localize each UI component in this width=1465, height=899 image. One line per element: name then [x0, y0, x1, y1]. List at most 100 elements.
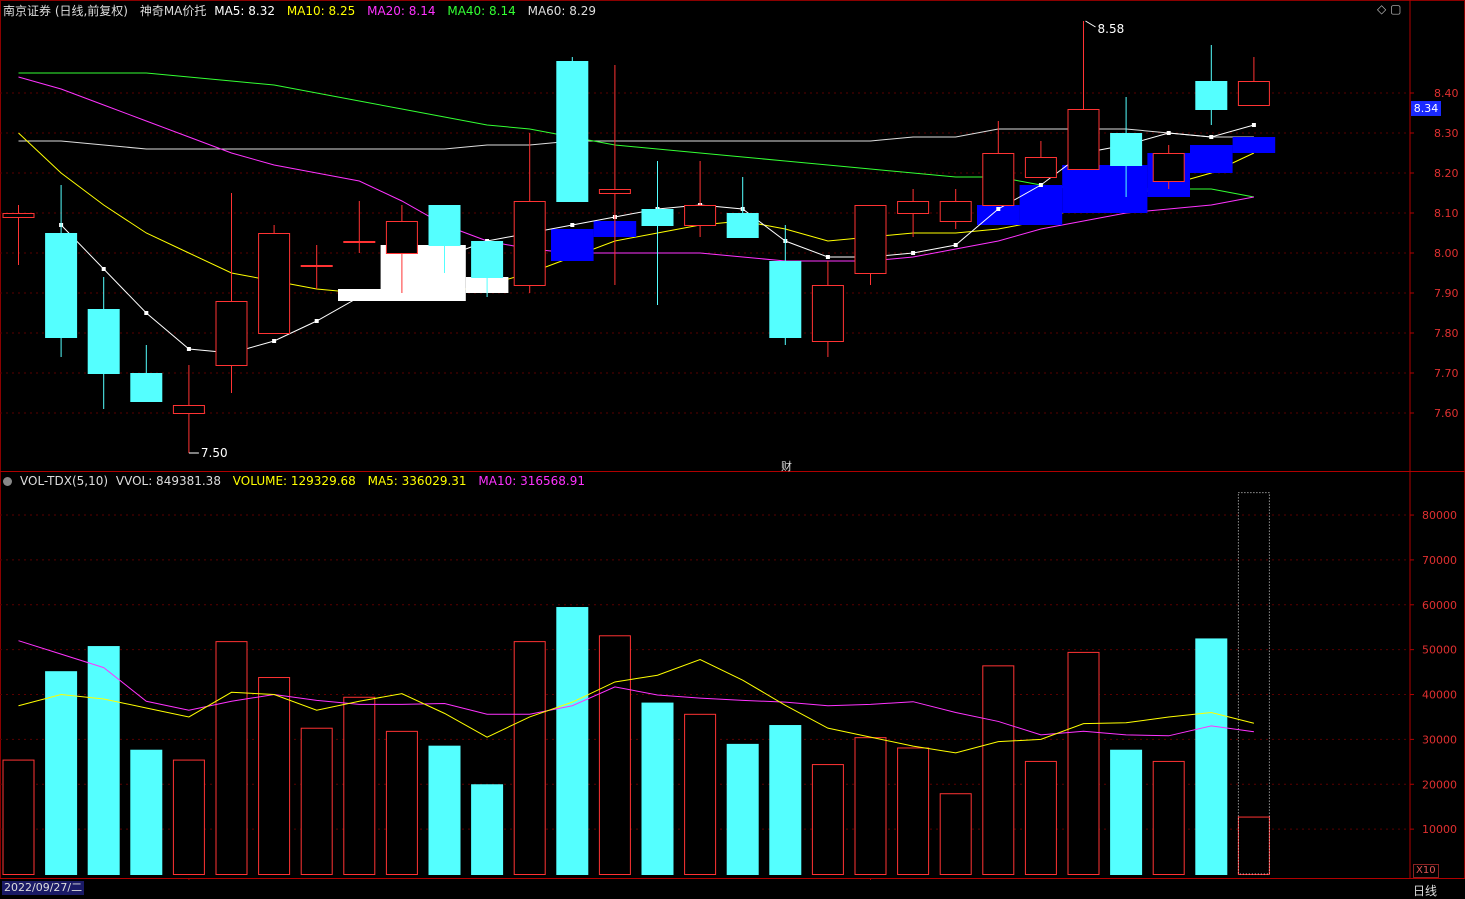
volume-unit: X10: [1413, 864, 1439, 878]
volume-bar-up: [684, 713, 717, 875]
ma5-point: [186, 347, 191, 351]
volume-bar-up: [1024, 760, 1057, 876]
price-tick-label: 8.40: [1434, 87, 1459, 100]
volume-bar-up: [1237, 816, 1270, 876]
ma40-label: MA40: 8.14: [447, 4, 516, 18]
maximize-icon[interactable]: ▢: [1390, 2, 1402, 16]
vol-ma5-label: MA5: 336029.31: [367, 474, 467, 488]
price-tick-label: 8.00: [1434, 247, 1459, 260]
candle-up: [854, 205, 887, 274]
volume-bar-down: [45, 671, 78, 876]
cursor-date: 2022/09/27/二: [2, 881, 85, 895]
volume-bar-up: [300, 727, 333, 876]
candle-down: [45, 233, 78, 338]
ma5-point: [825, 255, 830, 259]
period-button[interactable]: 日线: [1413, 884, 1438, 898]
volume-bar-up: [1067, 651, 1100, 875]
volume-tick-label: 60000: [1422, 599, 1457, 612]
volume-bar-down: [769, 725, 802, 876]
volume-bar-up: [385, 730, 418, 875]
candle-down: [428, 205, 461, 246]
collapse-circle-icon[interactable]: [3, 477, 12, 486]
price-tick-label: 8.10: [1434, 207, 1459, 220]
candle-up: [215, 301, 248, 366]
candle-up: [684, 205, 717, 226]
price-support-band: [977, 205, 1020, 225]
stock-title[interactable]: 南京证券 (日线,前复权): [3, 4, 128, 18]
vol-ma10-line: [18, 640, 1254, 737]
candle-up: [172, 405, 205, 414]
volume-bar-up: [598, 635, 631, 876]
volume-bar-up: [897, 747, 930, 876]
candle-up: [598, 189, 631, 194]
vol-indicator-name[interactable]: VOL-TDX(5,10): [20, 474, 109, 488]
ma5-point: [953, 243, 958, 247]
price-support-band: [1019, 185, 1063, 225]
ma5-label: MA5: 8.32: [214, 4, 276, 18]
volume-tick-label: 30000: [1422, 733, 1457, 746]
candle-up: [1237, 81, 1270, 106]
candle-down: [1110, 133, 1143, 166]
ma5-point: [911, 251, 916, 255]
candle-down: [471, 241, 504, 278]
ma5-point: [1209, 135, 1214, 139]
volume-tick-label: 50000: [1422, 644, 1457, 657]
volume-bar-down: [471, 784, 504, 876]
panel-controls[interactable]: ◇ ▢: [1377, 2, 1401, 16]
indicator-name[interactable]: 神奇MA价托: [139, 4, 207, 18]
vol-ma10-label: MA10: 316568.91: [478, 474, 585, 488]
vol-ma5-line: [18, 658, 1255, 754]
volume-header: VOL-TDX(5,10) VVOL: 849381.38 VOLUME: 12…: [3, 474, 593, 488]
price-tick-label: 7.80: [1434, 327, 1459, 340]
candle-down: [130, 373, 163, 402]
volume-bar-down: [726, 743, 759, 876]
candle-up: [513, 201, 546, 286]
volume-bar-down: [130, 749, 163, 875]
volume-bar-down: [556, 607, 589, 875]
candle-up: [811, 285, 844, 342]
volume-bar-up: [811, 764, 844, 875]
price-support-band: [1232, 137, 1276, 153]
volume-tick-label: 40000: [1422, 689, 1457, 702]
price-header: 南京证券 (日线,前复权) 神奇MA价托 MA5: 8.32 MA10: 8.2…: [3, 2, 604, 19]
candle-up: [258, 233, 291, 334]
candle-up: [1067, 109, 1100, 170]
finance-marker[interactable]: 财: [781, 460, 792, 473]
volume-bar-down: [428, 745, 461, 876]
ma5-point: [1251, 123, 1256, 127]
candle-up: [300, 265, 333, 267]
volume-bar-up: [2, 759, 35, 875]
candle-up: [982, 153, 1015, 206]
candle-up: [897, 201, 930, 214]
candle-up: [1024, 157, 1057, 178]
volume-bar-down: [1195, 638, 1228, 875]
volume-label: VOLUME: 129329.68: [232, 474, 356, 488]
volume-tick-label: 10000: [1422, 823, 1457, 836]
low-marker-label: 7.50: [201, 446, 228, 460]
volume-tick-label: 80000: [1422, 509, 1457, 522]
volume-bar-up: [215, 641, 248, 875]
diamond-icon[interactable]: ◇: [1377, 2, 1387, 16]
candle-down: [1195, 81, 1228, 110]
volume-bar-up: [1152, 760, 1185, 876]
candle-up: [939, 201, 972, 222]
volume-bar-up: [939, 793, 972, 876]
price-tick-label: 8.30: [1434, 127, 1459, 140]
volume-bar-up: [172, 759, 205, 875]
price-support-band: [1062, 165, 1148, 213]
price-tick-label: 8.20: [1434, 167, 1459, 180]
ma5-point: [272, 339, 277, 343]
ma20-label: MA20: 8.14: [367, 4, 436, 18]
candle-down: [556, 61, 589, 202]
candle-down: [769, 261, 802, 338]
price-support-band: [1190, 145, 1233, 173]
ma5-point: [357, 295, 362, 299]
vvol-label: VVOL: 849381.38: [115, 474, 221, 488]
candle-down: [641, 209, 674, 226]
price-tick-label: 7.60: [1434, 407, 1459, 420]
price-tick-label: 7.90: [1434, 287, 1459, 300]
volume-tick-label: 20000: [1422, 778, 1457, 791]
time-axis-bar: [0, 880, 1465, 896]
volume-bar-down: [641, 702, 674, 876]
